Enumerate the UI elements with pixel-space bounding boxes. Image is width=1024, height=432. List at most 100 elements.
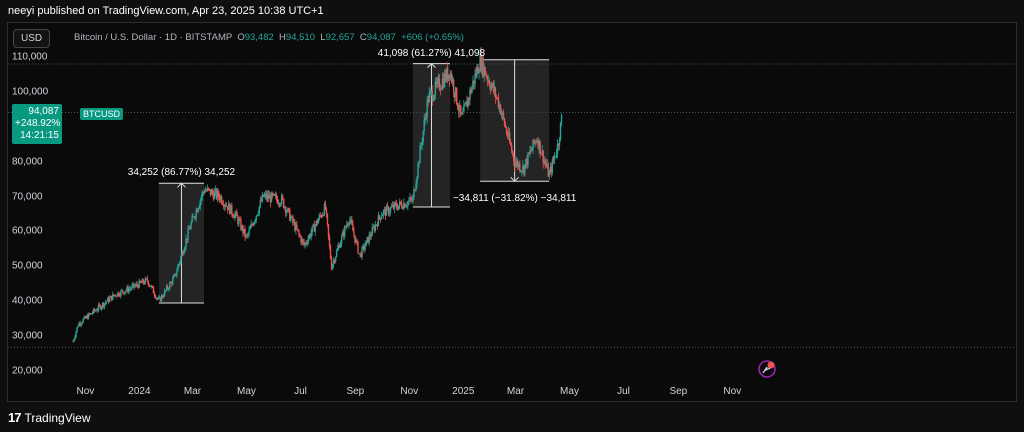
candle-body [347,224,349,226]
candle-body [490,85,493,90]
bar-countdown: 14:21:15 [20,130,59,141]
candle-body [495,96,498,98]
candle-body [436,80,439,85]
candle-body [310,232,312,238]
candle-body [468,98,470,100]
y-tick-label: 30,000 [12,330,43,342]
candle-body [153,293,156,296]
candle-body [514,160,516,167]
candle-body [457,104,459,109]
candle-body [94,310,97,312]
candle-body [464,104,466,106]
candle-body [195,209,197,218]
candle-body [349,220,351,224]
candle-body [505,127,508,134]
candle-body [166,286,169,289]
candle-body [361,247,363,258]
snapshot-icon[interactable] [756,358,778,380]
candle-body [245,235,247,237]
candle-body [149,285,152,287]
candle-body [354,235,356,243]
candle-body [293,222,295,223]
candle-body [115,294,117,296]
candle-body [223,205,226,207]
candle-body [118,292,120,296]
candle-body [416,176,418,185]
candle-body [549,166,552,173]
ticker-tag: BTCUSD [80,108,124,120]
candle-body [378,215,381,218]
candle-body [475,73,477,76]
candle-body [324,203,327,209]
candle-body [159,297,162,302]
candle-body [100,307,103,309]
candle-body [520,170,522,172]
candle-body [144,278,147,284]
candle-body [480,54,482,71]
candle-body [279,203,282,206]
candle-body [242,225,244,234]
candle-body [103,303,106,307]
candle-body [197,208,199,212]
open-label: O [237,32,245,43]
candle-body [407,201,409,206]
candle-body [287,208,289,212]
candle-body [165,286,168,291]
currency-button[interactable]: USD [13,29,51,48]
candle-body [269,195,272,203]
candle-body [164,290,167,292]
candle-body [348,223,350,225]
candle-body [232,214,234,217]
candle-body [429,91,431,93]
change-percent: +248.92% [15,118,61,129]
candle-body [203,191,206,193]
candle-body [235,211,237,215]
candle-body [463,105,465,112]
candle-body [83,316,85,320]
candle-body [437,78,440,81]
candle-body [187,228,189,240]
candle-body [73,339,75,342]
candle-body [337,245,340,249]
last-price-tag: 94,087 +248.92% 14:21:15 [12,104,62,144]
candle-body [314,225,316,232]
candle-body [294,222,296,231]
candle-body [105,301,108,303]
candle-body [251,224,253,225]
candle-body [333,260,336,262]
candle-body [385,206,388,216]
low-label: L [320,32,326,43]
candle-body [267,194,270,199]
symbol-name[interactable]: Bitcoin / U.S. Dollar · 1D · BITSTAMP [74,32,233,43]
candle-body [226,206,228,207]
y-tick-label: 40,000 [12,295,43,307]
chart-panel[interactable]: USD Bitcoin / U.S. Dollar · 1D · BITSTAM… [7,22,1017,402]
candle-body [499,104,502,115]
price-chart[interactable] [8,23,1017,402]
high-value: 94,510 [285,32,315,43]
candle-body [483,67,485,76]
candle-body [452,79,455,93]
candle-body [392,205,395,209]
candle-body [459,105,461,112]
candle-body [410,197,412,200]
candle-body [121,290,123,292]
candle-body [139,280,141,283]
candle-body [528,152,530,154]
candle-body [104,302,107,304]
candle-body [522,165,524,171]
candle-body [487,80,489,81]
candle-body [434,81,437,96]
candle-body [412,197,414,201]
candle-body [211,190,214,194]
candle-body [376,224,379,227]
candle-body [427,99,429,103]
candle-body [271,192,274,196]
footer-brand[interactable]: 17 TradingView [8,410,91,425]
candle-body [370,235,372,237]
candle-body [131,285,133,289]
candle-body [75,331,77,337]
candle-body [168,288,170,290]
candle-body [259,200,262,207]
candle-body [214,189,217,192]
